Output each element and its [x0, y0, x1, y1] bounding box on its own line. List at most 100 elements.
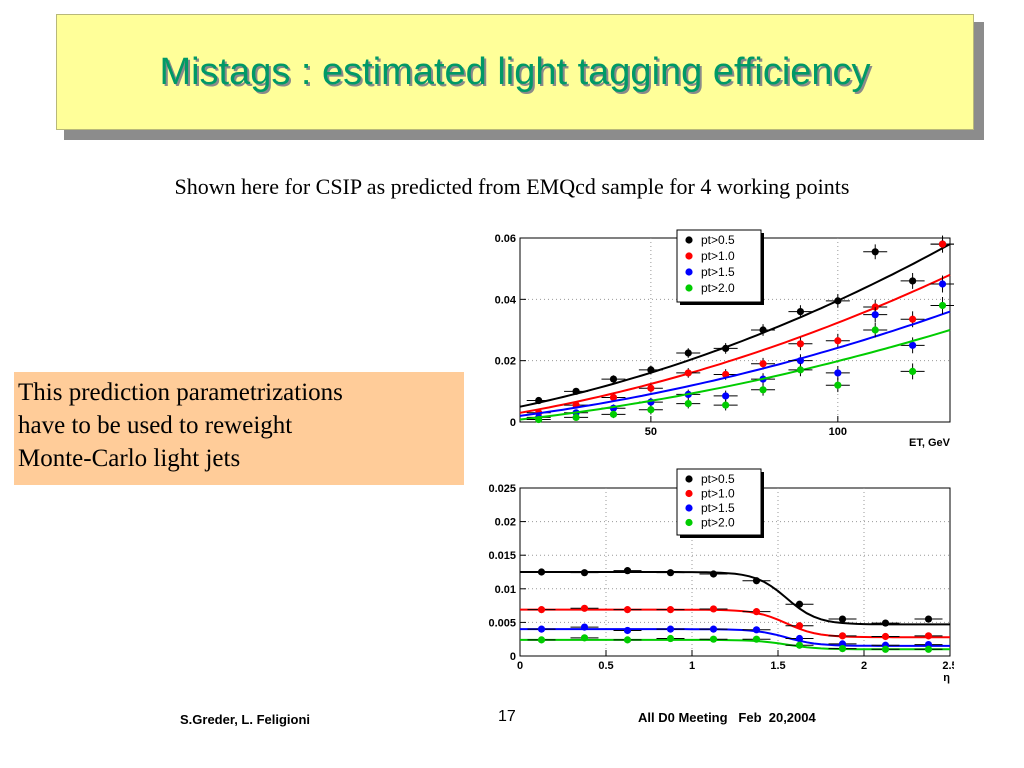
title-box: Mistags : estimated light tagging effici…: [56, 14, 974, 130]
data-point: [834, 381, 842, 389]
fit-curve: [520, 608, 950, 639]
data-point: [580, 634, 589, 642]
data-point: [666, 634, 675, 643]
efficiency-vs-et-chart: 50 100 0 0.02 0.04 0.06 ET, GeV pt>0.5 pt>1.0 pt>…: [495, 229, 954, 449]
data-point: [759, 326, 767, 334]
y-tick-label: 0.04: [495, 294, 517, 306]
data-point: [834, 337, 842, 345]
legend-marker: [685, 518, 693, 527]
data-point: [709, 625, 718, 633]
x-tick-label: 100: [829, 426, 847, 438]
y-tick-label: 0: [510, 651, 516, 663]
note-line: This prediction parametrizations: [18, 379, 343, 406]
data-point: [709, 605, 718, 613]
data-point: [838, 645, 847, 653]
data-point: [537, 636, 546, 644]
data-point: [609, 393, 618, 402]
y-tick-label: 0: [510, 417, 516, 429]
legend-marker: [685, 504, 693, 512]
data-point: [722, 392, 730, 400]
x-tick-label: 2.5: [942, 660, 954, 672]
x-axis-title: η: [943, 672, 950, 684]
fit-curve: [520, 571, 950, 626]
legend-label: pt>2.0: [701, 281, 735, 295]
fit-curve: [519, 310, 951, 417]
data-point: [881, 619, 890, 627]
efficiency-vs-eta-chart: 0 0.5 1 1.5 2 2.5 0 0.005 0.01 0.015 0.02 0.025 η pt>…: [488, 468, 954, 684]
data-point: [623, 626, 632, 635]
legend-label: pt>1.5: [701, 265, 735, 279]
legend-label: pt>1.0: [701, 487, 735, 501]
data-point: [795, 622, 804, 630]
data-point: [881, 645, 890, 653]
legend-marker: [685, 268, 693, 276]
data-point: [834, 369, 842, 377]
data-point: [909, 277, 917, 285]
data-point: [796, 357, 805, 365]
note-box: This prediction parametrizations have to…: [14, 372, 464, 485]
data-point: [580, 569, 589, 577]
x-tick-label: 2: [861, 660, 867, 672]
data-point: [834, 297, 842, 305]
fit-curve: [520, 628, 950, 647]
data-point: [580, 623, 589, 631]
data-point: [938, 301, 947, 310]
data-point: [796, 340, 805, 348]
y-tick-label: 0.02: [495, 356, 516, 368]
data-point: [752, 608, 761, 616]
data-point: [924, 615, 933, 623]
footer-authors: S.Greder, L. Feligioni: [180, 712, 311, 727]
legend-label: pt>1.0: [701, 249, 735, 263]
x-tick-label: 50: [645, 426, 657, 438]
data-point: [752, 577, 761, 585]
data-point: [535, 415, 543, 424]
data-point: [623, 606, 632, 614]
data-point: [909, 341, 917, 349]
data-point: [572, 387, 580, 395]
data-point: [666, 569, 675, 577]
legend-marker: [685, 252, 693, 260]
data-point: [752, 635, 761, 643]
data-point: [759, 386, 767, 394]
data-point: [647, 384, 655, 392]
data-point: [647, 366, 655, 374]
legend-label: pt>0.5: [701, 233, 735, 247]
legend-marker: [685, 489, 693, 498]
data-point: [537, 568, 546, 576]
data-point: [871, 248, 879, 256]
slide-subtitle: Shown here for CSIP as predicted from EM…: [174, 174, 850, 199]
x-tick-label: 0: [517, 660, 523, 672]
data-point: [609, 410, 618, 418]
data-point: [623, 636, 632, 644]
data-point: [684, 400, 692, 408]
data-point: [796, 308, 805, 316]
data-point: [684, 369, 692, 377]
data-point: [795, 600, 804, 608]
legend-label: pt>2.0: [701, 516, 735, 530]
data-point: [722, 344, 730, 352]
data-point: [871, 303, 879, 311]
data-point: [924, 645, 933, 653]
note-line: Monte-Carlo light jets: [18, 445, 241, 472]
data-point: [537, 606, 546, 614]
data-point: [759, 360, 767, 368]
data-point: [609, 375, 618, 383]
data-point: [623, 567, 632, 575]
data-point: [881, 632, 890, 641]
y-tick-label: 0.025: [488, 483, 516, 495]
slide-title: Mistags : estimated light tagging effici…: [159, 50, 871, 93]
data-point: [666, 606, 675, 614]
data-point: [647, 406, 655, 414]
footer-page-number: 17: [498, 708, 516, 725]
data-point: [795, 641, 804, 649]
data-point: [580, 604, 589, 612]
data-point: [796, 366, 805, 374]
footer-meeting: All D0 Meeting Feb 20,2004: [638, 710, 816, 725]
note-line: have to be used to reweight: [18, 412, 293, 439]
legend-label: pt>0.5: [701, 472, 735, 486]
data-point: [838, 615, 847, 623]
x-tick-label: 1.5: [770, 660, 785, 672]
x-tick-label: 0.5: [598, 660, 613, 672]
data-point: [871, 311, 879, 319]
data-point: [838, 632, 847, 640]
